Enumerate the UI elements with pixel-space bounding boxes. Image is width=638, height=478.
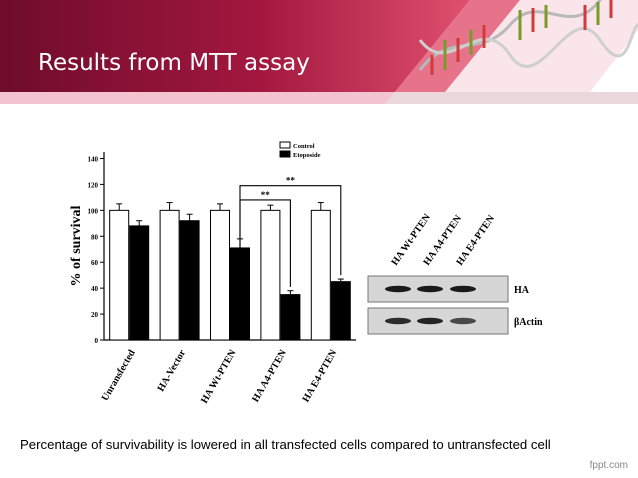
y-tick-label: 80 bbox=[91, 233, 99, 241]
bar-control bbox=[109, 209, 130, 341]
banner-graphic bbox=[0, 0, 638, 104]
survival-bar-chart: 0 20 40 60 80 100 120 140 % of survival Unransfec… bbox=[66, 136, 366, 426]
blot-row-label: HA bbox=[514, 285, 530, 296]
bar-control bbox=[210, 209, 230, 341]
legend-label: Etoposide bbox=[293, 152, 321, 159]
bar-control bbox=[260, 209, 281, 341]
y-tick-label: 100 bbox=[88, 207, 99, 215]
significance-label: ** bbox=[261, 190, 271, 200]
banner-bottom-strip-right bbox=[385, 92, 638, 104]
legend-swatch bbox=[279, 150, 291, 158]
chart-svg: 0 20 40 60 80 100 120 140 % of survival Unransfec… bbox=[69, 141, 356, 406]
banner-dark-shape bbox=[0, 0, 470, 92]
y-tick-label: 0 bbox=[95, 337, 99, 345]
x-tick-label: HA Wt-PTEN bbox=[199, 347, 239, 405]
bar-etoposide bbox=[280, 294, 301, 341]
y-tick-label: 120 bbox=[88, 181, 99, 189]
bar-etoposide bbox=[129, 225, 150, 341]
blot-band bbox=[417, 317, 443, 325]
x-tick-label: Unransfected bbox=[100, 348, 138, 403]
banner-light-shape bbox=[445, 0, 638, 92]
title-banner: Results from MTT assay bbox=[0, 0, 638, 115]
x-tick-label: HA A4-PTEN bbox=[250, 347, 289, 404]
blot-band bbox=[450, 317, 476, 325]
bar-etoposide bbox=[179, 220, 200, 341]
slide-title: Results from MTT assay bbox=[38, 50, 310, 76]
slide-caption: Percentage of survivability is lowered i… bbox=[20, 437, 551, 452]
significance-bracket bbox=[239, 185, 342, 276]
bar-control bbox=[159, 209, 180, 341]
blot-band bbox=[417, 285, 443, 293]
y-tick-label: 40 bbox=[91, 285, 99, 293]
significance-label: ** bbox=[286, 176, 296, 186]
blot-row-label: βActin bbox=[514, 317, 543, 328]
western-blot: HA Wt-PTEN HA A4-PTEN HA E4-PTEN HA βActin bbox=[360, 196, 580, 346]
bar-control bbox=[310, 209, 331, 341]
bar-etoposide bbox=[330, 281, 351, 341]
y-axis-title: % of survival bbox=[69, 205, 84, 286]
y-tick-label: 140 bbox=[88, 155, 99, 163]
x-tick-label: HA E4-PTEN bbox=[301, 347, 340, 404]
y-tick-label: 60 bbox=[91, 259, 99, 267]
dna-helix-icon bbox=[418, 0, 638, 75]
banner-bottom-strip bbox=[0, 92, 395, 104]
y-tick-label: 20 bbox=[91, 311, 99, 319]
blot-band bbox=[450, 285, 476, 293]
footer-brand: fppt.com bbox=[589, 460, 628, 471]
legend-swatch bbox=[279, 141, 291, 149]
x-tick-label: HA-Vector bbox=[156, 348, 189, 394]
blot-band bbox=[385, 317, 411, 325]
blot-band bbox=[385, 285, 411, 293]
legend-label: Control bbox=[293, 143, 315, 150]
